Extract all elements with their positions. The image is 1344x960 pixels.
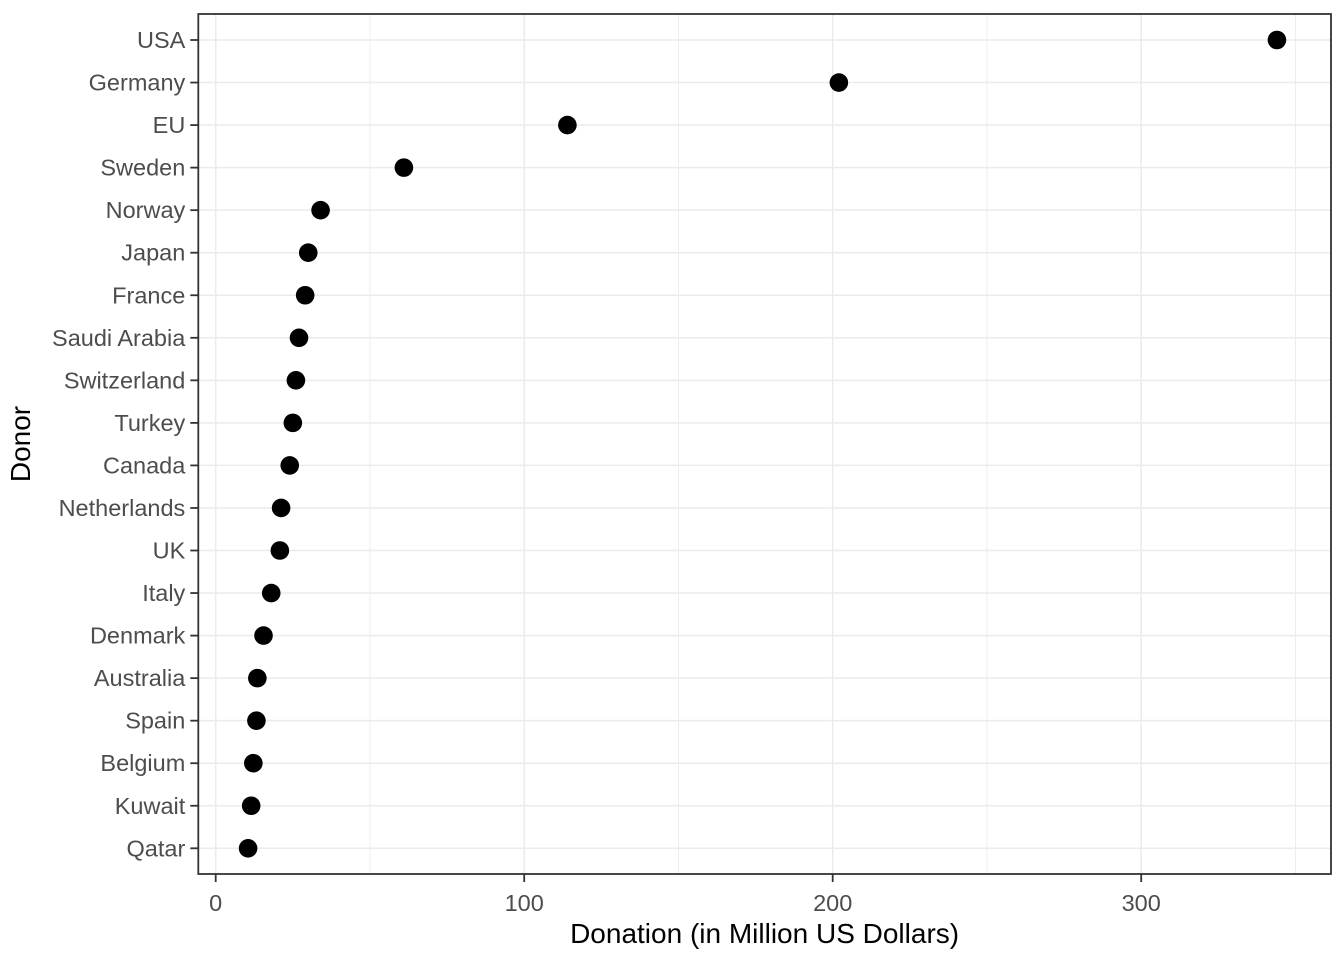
y-tick-label: Sweden [100,155,185,181]
y-tick-label: USA [137,27,186,53]
y-tick-label: Norway [106,197,186,223]
data-point-qatar [238,839,258,858]
y-tick-label: Japan [121,240,185,266]
y-tick-label: Denmark [90,623,186,649]
panel-background [198,14,1331,874]
x-tick-label: 100 [505,890,544,916]
y-tick-label: Turkey [114,410,185,436]
x-axis-title: Donation (in Million US Dollars) [570,918,959,949]
data-point-sweden [394,158,414,177]
data-point-canada [280,456,300,475]
data-point-france [295,285,315,305]
data-point-eu [558,115,577,135]
data-point-australia [248,668,267,688]
y-tick-label: Germany [89,70,186,96]
y-tick-label: Italy [142,580,185,606]
y-tick-label: Kuwait [115,793,186,819]
data-point-kuwait [241,796,261,816]
data-point-denmark [254,626,273,645]
y-tick-label: Saudi Arabia [52,325,186,351]
data-point-spain [247,711,266,730]
data-point-usa [1267,30,1287,50]
data-point-belgium [244,753,263,773]
y-tick-label: EU [153,112,186,138]
y-tick-label: Netherlands [59,495,186,521]
data-point-turkey [283,413,303,433]
data-point-saudi-arabia [289,328,309,348]
data-point-italy [261,583,281,603]
y-tick-label: Spain [125,708,185,734]
data-point-netherlands [271,498,291,518]
y-tick-label: Switzerland [64,367,185,393]
y-tick-label: Qatar [127,835,186,861]
y-tick-label: Canada [103,452,186,478]
data-point-norway [311,200,330,220]
y-tick-label: Australia [94,665,186,691]
data-point-japan [298,243,318,263]
y-axis-title: Donor [5,406,36,482]
data-point-uk [270,541,290,560]
x-tick-label: 0 [209,890,222,916]
x-tick-label: 200 [813,890,852,916]
y-tick-label: UK [153,538,186,564]
x-tick-label: 300 [1122,890,1161,916]
data-point-germany [829,73,849,92]
y-tick-label: Belgium [100,750,185,776]
y-tick-label: France [112,282,185,308]
data-point-switzerland [286,371,306,390]
panel-border [197,13,1332,875]
